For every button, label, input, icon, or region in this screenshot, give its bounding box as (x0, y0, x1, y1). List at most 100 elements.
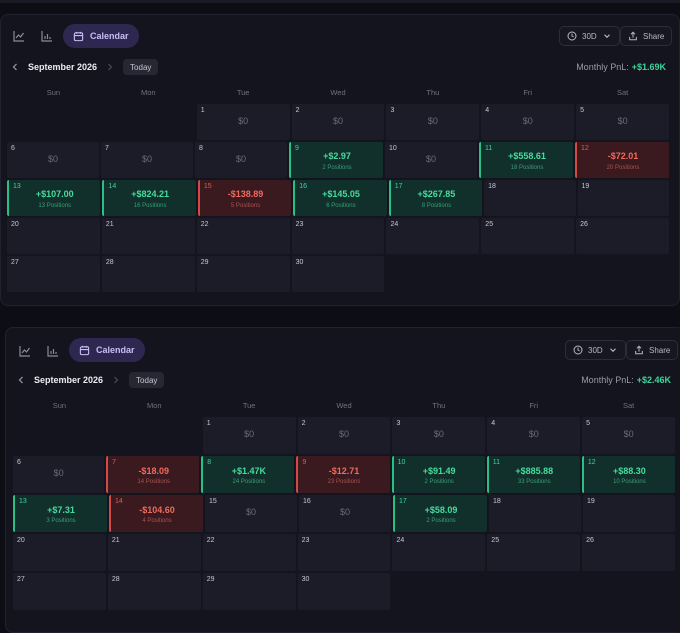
day-cell[interactable]: 9 +$2.97 2 Positions (289, 142, 383, 178)
day-number: 30 (301, 576, 310, 583)
day-positions-count: 14 Positions (137, 479, 171, 486)
day-cell[interactable]: 25 (487, 534, 581, 571)
day-cell[interactable]: 19 (583, 495, 675, 532)
range-select[interactable]: 30D (559, 26, 620, 46)
weekday-header: Sun Mon Tue Wed Thu Fri Sat (6, 87, 670, 103)
day-cell[interactable]: 2 $0 (297, 417, 391, 454)
day-cell[interactable]: 9 -$12.71 23 Positions (296, 456, 390, 493)
bar-chart-view-button[interactable] (42, 340, 64, 362)
day-positions-count: 2 Positions (424, 479, 454, 486)
range-select[interactable]: 30D (565, 340, 626, 360)
weekday-label: Fri (523, 88, 533, 97)
day-pnl-amount: $0 (528, 429, 539, 440)
day-cell[interactable]: 30 (291, 256, 385, 292)
day-cell[interactable]: 6 $0 (7, 142, 99, 178)
day-number: 18 (493, 498, 501, 505)
next-month-button[interactable] (103, 60, 117, 74)
day-cell[interactable]: 11 +$558.61 18 Positions (479, 142, 573, 178)
day-cell[interactable]: 5 $0 (576, 104, 670, 140)
day-cell[interactable]: 14 +$824.21 16 Positions (102, 180, 196, 216)
day-cell[interactable]: 22 (196, 218, 290, 254)
day-cell[interactable]: 26 (576, 218, 670, 254)
day-cell[interactable]: 5 $0 (582, 417, 676, 454)
share-button[interactable]: Share (620, 26, 673, 46)
day-cell[interactable]: 26 (582, 534, 676, 571)
day-cell[interactable]: 15 $0 (205, 495, 297, 532)
prev-month-button[interactable] (14, 373, 28, 387)
day-cell[interactable]: 20 (13, 534, 106, 571)
day-cell[interactable]: 4 $0 (481, 104, 575, 140)
day-cell[interactable]: 1 $0 (202, 417, 296, 454)
day-number: 23 (301, 537, 310, 544)
day-cell[interactable]: 8 $0 (195, 142, 287, 178)
day-cell[interactable]: 24 (392, 534, 486, 571)
day-cell[interactable]: 1 $0 (196, 104, 290, 140)
calendar-view-button[interactable]: Calendar (63, 24, 139, 48)
day-cell[interactable]: 28 (107, 573, 201, 610)
share-button[interactable]: Share (626, 340, 679, 360)
day-cell[interactable]: 15 -$138.89 5 Positions (197, 180, 292, 216)
day-cell[interactable]: 10 +$91.49 2 Positions (391, 456, 485, 493)
day-cell[interactable]: 22 (202, 534, 296, 571)
day-number: 17 (399, 498, 407, 505)
day-pnl-amount: $0 (238, 115, 249, 126)
day-cell[interactable]: 29 (196, 256, 290, 292)
day-cell[interactable]: 21 (107, 534, 201, 571)
day-cell[interactable]: 17 +$58.09 2 Positions (393, 495, 487, 532)
day-cell[interactable]: 6 $0 (13, 456, 105, 493)
day-cell[interactable]: 29 (202, 573, 296, 610)
today-button[interactable]: Today (129, 372, 165, 388)
calendar-week-row: 20 21 22 23 24 25 26 (6, 217, 670, 255)
day-cell[interactable]: 7 -$18.09 14 Positions (106, 456, 200, 493)
day-cell[interactable]: 14 -$104.60 4 Positions (109, 495, 203, 532)
day-number: 24 (396, 537, 405, 544)
day-cell[interactable]: 12 +$88.30 10 Positions (581, 456, 675, 493)
today-button[interactable]: Today (123, 59, 159, 75)
day-cell[interactable]: 2 $0 (291, 104, 385, 140)
day-cell[interactable]: 11 +$885.88 33 Positions (486, 456, 580, 493)
day-pnl-amount: $0 (339, 507, 350, 518)
day-number: 16 (303, 498, 311, 505)
day-cell[interactable]: 25 (481, 218, 575, 254)
line-chart-view-button[interactable] (8, 25, 30, 47)
day-cell[interactable]: 30 (297, 573, 391, 610)
day-cell[interactable]: 3 $0 (392, 417, 486, 454)
day-cell[interactable]: 7 $0 (101, 142, 193, 178)
day-cell[interactable]: 10 $0 (385, 142, 477, 178)
day-number: 28 (111, 576, 120, 583)
calendar-view-button[interactable]: Calendar (69, 338, 145, 362)
day-pnl-amount: +$107.00 (35, 189, 74, 200)
day-cell[interactable]: 12 -$72.01 20 Positions (575, 142, 669, 178)
day-positions-count: 18 Positions (510, 164, 544, 171)
day-cell[interactable]: 23 (297, 534, 391, 571)
day-cell[interactable]: 13 +$7.31 3 Positions (13, 495, 107, 532)
day-cell[interactable]: 23 (291, 218, 385, 254)
line-chart-view-button[interactable] (14, 340, 36, 362)
day-pnl-amount: +$7.31 (47, 504, 75, 515)
day-cell[interactable]: 16 +$145.05 6 Positions (293, 180, 387, 216)
day-cell[interactable]: 27 (13, 573, 106, 610)
next-month-button[interactable] (109, 373, 123, 387)
day-cell[interactable]: 16 $0 (299, 495, 391, 532)
month-title: September 2026 (34, 375, 104, 385)
day-cell[interactable]: 4 $0 (487, 417, 581, 454)
range-value: 30D (588, 345, 603, 355)
day-cell[interactable]: 28 (101, 256, 195, 292)
day-cell[interactable]: 24 (386, 218, 480, 254)
day-number: 24 (390, 221, 399, 228)
day-cell[interactable]: 21 (101, 218, 195, 254)
prev-month-button[interactable] (8, 60, 22, 74)
day-cell[interactable]: 3 $0 (386, 104, 480, 140)
weekday-label: Wed (336, 401, 352, 410)
day-number: 14 (108, 183, 117, 190)
day-cell[interactable]: 19 (577, 180, 669, 216)
day-cell[interactable]: 8 +$1.47K 24 Positions (201, 456, 295, 493)
day-cell[interactable]: 27 (7, 256, 100, 292)
day-cell[interactable]: 17 +$267.85 8 Positions (388, 180, 483, 216)
day-cell[interactable]: 13 +$107.00 13 Positions (7, 180, 101, 216)
calendar-toolbar: Calendar 30D Share (6, 338, 680, 368)
bar-chart-view-button[interactable] (36, 25, 58, 47)
day-cell[interactable]: 18 (489, 495, 581, 532)
day-cell[interactable]: 20 (7, 218, 100, 254)
day-cell[interactable]: 18 (484, 180, 576, 216)
